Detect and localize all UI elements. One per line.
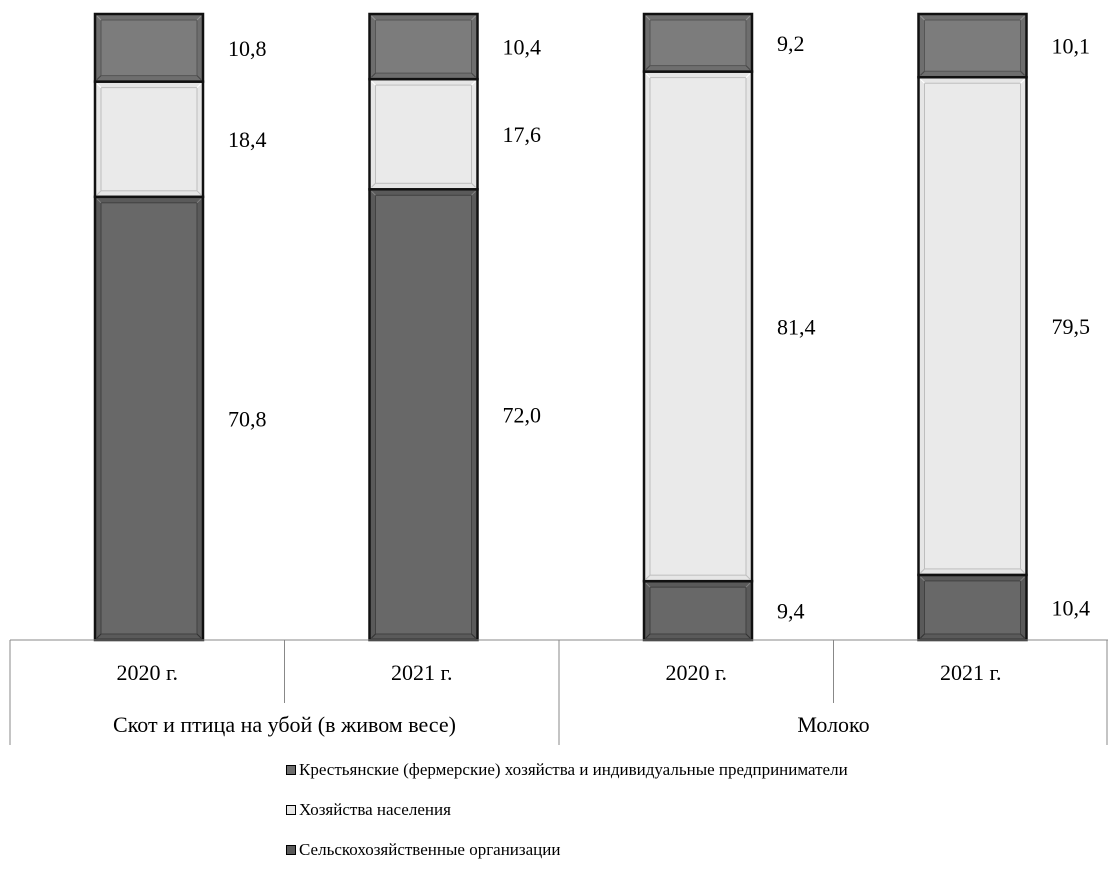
bar-bevel-corner [745,65,751,70]
bar-bevel-corner [920,70,925,76]
bar-bevel-corner [645,633,651,639]
data-label: 9,2 [777,31,805,56]
data-label: 70,8 [228,406,267,431]
bar-bevel-corner [920,78,925,84]
bar-bevel-corner [196,15,202,21]
stacked-bar-chart: 70,8 18,4 10,8 72,0 17,6 10,4 9,4 81,4 9,2 10,4 79… [9,12,1108,745]
bar-bevel-corner [471,72,476,78]
legend-swatch [286,765,296,775]
bar-segment-bevel [924,19,1021,72]
data-label: 81,4 [777,314,816,339]
bar-bevel-corner [371,15,376,21]
bar-bevel-corner [920,568,925,574]
bar-bevel-corner [196,83,202,88]
bar-bevel-corner [645,582,651,588]
bar-bevel-corner [1020,78,1025,84]
legend-label: Хозяйства населения [299,800,451,819]
x-group-label: Молоко [797,712,869,737]
bar-bevel-corner [920,576,925,582]
bar-bevel-corner [1020,576,1025,582]
bar-bevel-corner [645,15,651,21]
data-label: 18,4 [228,127,267,152]
data-label: 10,1 [1052,34,1091,59]
legend-swatch [286,805,296,815]
bar-bevel-corner [1020,15,1025,21]
data-label: 10,4 [1052,595,1091,620]
bar-bevel-corner [371,182,376,188]
x-tick-label: 2021 г. [391,660,453,685]
bar-segment-bevel [100,87,198,192]
bar-bevel-corner [96,198,102,204]
data-label: 17,6 [503,122,542,147]
legend-item: Сельскохозяйственные организации [286,840,848,860]
bar-bevel-corner [745,633,751,639]
bar-segment-bevel [649,19,747,67]
data-label: 10,4 [503,35,542,60]
bar-bevel-corner [745,73,751,78]
data-label: 9,4 [777,599,805,624]
legend-item: Крестьянские (фермерские) хозяйства и ин… [286,760,848,780]
bar-bevel-corner [1020,633,1025,639]
bar-segment-bevel [100,202,198,635]
bar-segment-bevel [100,19,198,77]
bar-bevel-corner [920,633,925,639]
bar-bevel-corner [471,633,476,639]
bar-bevel-corner [745,574,751,580]
bar-bevel-corner [196,190,202,196]
bar-bevel-corner [471,15,476,21]
bar-segment-bevel [649,586,747,635]
bar-bevel-corner [745,15,751,21]
legend-label: Крестьянские (фермерские) хозяйства и ин… [299,760,848,779]
bar-bevel-corner [371,190,376,196]
x-group-label: Скот и птица на убой (в живом весе) [113,712,456,737]
bar-bevel-corner [920,15,925,21]
legend-swatch [286,845,296,855]
bar-bevel-corner [196,633,202,639]
bar-bevel-corner [471,80,476,86]
bar-bevel-corner [471,190,476,196]
bar-segment-bevel [375,194,472,635]
bar-bevel-corner [1020,568,1025,574]
data-label: 72,0 [503,403,542,428]
bar-bevel-corner [371,72,376,78]
data-label: 10,8 [228,36,267,61]
bar-bevel-corner [645,574,651,580]
bar-bevel-corner [645,65,651,70]
bar-segment-bevel [924,580,1021,635]
bar-bevel-corner [471,182,476,188]
bar-bevel-corner [196,75,202,80]
bar-bevel-corner [96,15,102,21]
x-tick-label: 2020 г. [665,660,727,685]
bar-bevel-corner [196,198,202,204]
bar-bevel-corner [371,80,376,86]
chart-legend: Крестьянские (фермерские) хозяйства и ин… [286,760,848,880]
bar-bevel-corner [745,582,751,588]
bar-bevel-corner [371,633,376,639]
data-label: 79,5 [1052,314,1091,339]
x-tick-label: 2020 г. [116,660,178,685]
legend-label: Сельскохозяйственные организации [299,840,561,859]
bar-bevel-corner [96,75,102,80]
bar-bevel-corner [645,73,651,78]
bar-bevel-corner [96,83,102,88]
x-tick-label: 2021 г. [940,660,1002,685]
bar-segment-bevel [375,84,472,184]
legend-item: Хозяйства населения [286,800,848,820]
bar-bevel-corner [1020,70,1025,76]
bar-bevel-corner [96,633,102,639]
bar-bevel-corner [96,190,102,196]
bar-segment-bevel [649,77,747,576]
bar-segment-bevel [924,82,1021,570]
bar-segment-bevel [375,19,472,74]
